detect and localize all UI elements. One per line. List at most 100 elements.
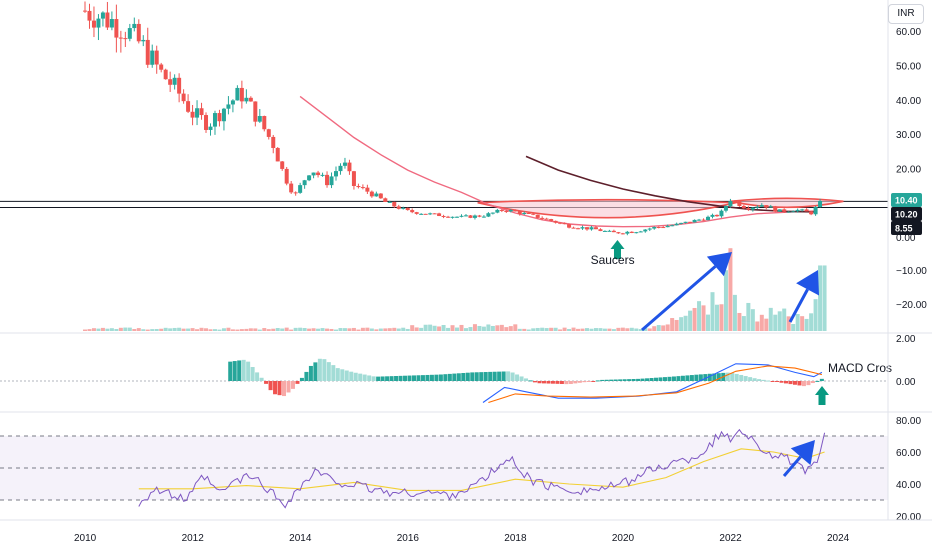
volume-bar bbox=[463, 328, 468, 331]
currency-button[interactable]: INR bbox=[888, 4, 924, 24]
macd-histogram-bar bbox=[810, 381, 815, 384]
macd-histogram-bar bbox=[671, 376, 676, 381]
volume-bar bbox=[423, 324, 428, 331]
rsi-tick-label: 60.00 bbox=[896, 448, 921, 459]
volume-tick-label: −10.00 bbox=[896, 266, 927, 277]
macd-histogram-bar bbox=[712, 373, 717, 381]
price-candle bbox=[446, 216, 451, 218]
time-tick-label: 2010 bbox=[74, 533, 97, 544]
macd-histogram-bar bbox=[452, 373, 457, 381]
price-candle bbox=[168, 79, 173, 85]
price-candle bbox=[410, 210, 415, 213]
volume-bar bbox=[387, 328, 392, 331]
volume-bar bbox=[513, 324, 518, 331]
volume-arrow-2-icon-shaft bbox=[788, 288, 809, 323]
volume-bar bbox=[450, 325, 455, 331]
price-candle bbox=[809, 211, 814, 215]
price-candle bbox=[643, 229, 648, 232]
volume-bar bbox=[87, 329, 92, 331]
price-candle bbox=[127, 28, 132, 39]
volume-bar bbox=[768, 307, 773, 331]
volume-bar bbox=[383, 328, 388, 331]
price-candle bbox=[486, 213, 491, 217]
macd-annotation: MACD Cros bbox=[828, 361, 892, 375]
price-candle bbox=[338, 165, 343, 172]
volume-bar bbox=[455, 327, 460, 331]
price-candle bbox=[804, 209, 809, 212]
macd-histogram-bar bbox=[640, 378, 645, 381]
macd-histogram-bar bbox=[403, 375, 408, 381]
volume-bar bbox=[199, 327, 204, 331]
volume-bar bbox=[553, 327, 558, 331]
macd-histogram-bar bbox=[349, 371, 354, 381]
price-candle bbox=[611, 230, 616, 233]
price-candle bbox=[477, 215, 482, 217]
volume-bar bbox=[266, 329, 271, 331]
price-candle bbox=[378, 193, 383, 199]
price-candle bbox=[387, 201, 392, 203]
macd-histogram-bar bbox=[474, 372, 479, 381]
volume-pane: −10.00 −20.00 bbox=[83, 248, 927, 331]
macd-histogram-bar bbox=[488, 371, 493, 381]
volume-bar bbox=[136, 328, 141, 331]
macd-histogram-bar bbox=[555, 381, 560, 384]
volume-bar bbox=[490, 325, 495, 331]
price-candle bbox=[396, 206, 401, 209]
macd-histogram-bar bbox=[761, 379, 766, 381]
volume-bar bbox=[347, 328, 352, 331]
volume-bar bbox=[661, 325, 666, 331]
price-candle bbox=[96, 18, 101, 28]
volume-bar bbox=[114, 329, 119, 331]
volume-bar bbox=[221, 328, 226, 331]
price-candle bbox=[593, 227, 598, 230]
volume-bar bbox=[638, 329, 643, 331]
volume-bar bbox=[517, 328, 522, 331]
price-candle bbox=[280, 161, 285, 169]
volume-bar bbox=[168, 328, 173, 331]
volume-bar bbox=[714, 304, 719, 331]
volume-bar bbox=[374, 329, 379, 331]
macd-histogram-bar bbox=[290, 381, 295, 389]
volume-bar bbox=[275, 328, 280, 331]
volume-bar bbox=[723, 270, 728, 331]
price-candle bbox=[419, 213, 424, 215]
macd-histogram-bar bbox=[685, 375, 690, 381]
macd-histogram-bar bbox=[779, 381, 784, 383]
volume-bar bbox=[688, 310, 693, 331]
price-candle bbox=[356, 185, 361, 188]
macd-histogram-bar bbox=[259, 377, 264, 381]
volume-bar bbox=[280, 328, 285, 331]
volume-bar bbox=[611, 329, 616, 331]
macd-histogram-bar bbox=[425, 374, 430, 381]
macd-pane: 2.00 0.00 bbox=[0, 334, 916, 404]
macd-histogram-bar bbox=[734, 373, 739, 381]
price-candle bbox=[302, 180, 307, 186]
price-candle bbox=[347, 162, 352, 172]
price-candle bbox=[750, 207, 755, 210]
macd-histogram-bar bbox=[600, 379, 605, 381]
macd-histogram-bar bbox=[313, 362, 318, 381]
volume-bar bbox=[109, 328, 114, 331]
volume-bar bbox=[719, 304, 724, 331]
price-candle bbox=[230, 100, 235, 105]
price-candle bbox=[786, 211, 791, 213]
volume-bar bbox=[472, 324, 477, 331]
price-candle bbox=[719, 210, 724, 217]
macd-histogram-bar bbox=[340, 369, 345, 381]
rsi-moving-average-line bbox=[138, 448, 825, 491]
price-candle bbox=[109, 19, 114, 28]
price-tag-label: 8.55 bbox=[895, 224, 913, 234]
price-candle bbox=[553, 220, 558, 223]
macd-histogram-bar bbox=[317, 358, 322, 381]
macd-histogram-bar bbox=[582, 381, 587, 383]
volume-bar bbox=[83, 329, 87, 331]
volume-bar bbox=[302, 327, 307, 331]
macd-histogram-bar bbox=[667, 376, 672, 381]
volume-bar bbox=[177, 327, 182, 331]
price-candle bbox=[481, 216, 486, 218]
macd-histogram-bar bbox=[376, 376, 381, 381]
price-candle bbox=[549, 219, 554, 221]
price-candle bbox=[602, 230, 607, 232]
macd-histogram-bar bbox=[743, 376, 748, 381]
volume-bar bbox=[405, 328, 410, 331]
